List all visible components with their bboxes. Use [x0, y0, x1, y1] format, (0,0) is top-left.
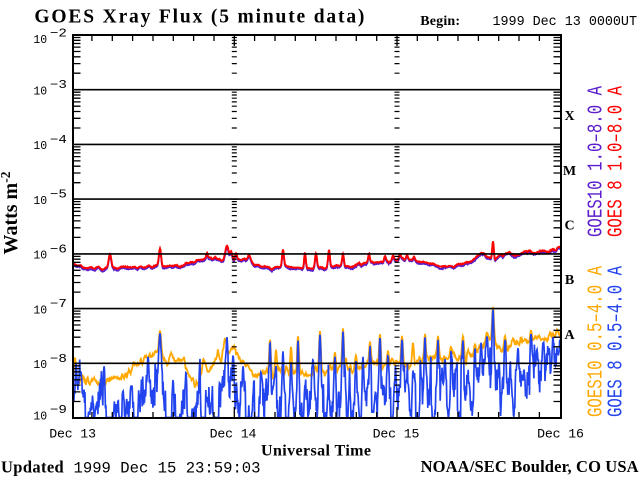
svg-text:10: 10	[33, 304, 47, 317]
svg-text:−5: −5	[50, 188, 67, 202]
svg-text:GOES 8 1.0–8.0 A: GOES 8 1.0–8.0 A	[604, 85, 629, 237]
svg-text:Dec 15: Dec 15	[373, 427, 420, 442]
svg-text:Watts m-2: Watts m-2	[0, 171, 22, 254]
svg-text:GOES10 0.5–4.0 A: GOES10 0.5–4.0 A	[583, 265, 608, 417]
svg-text:Dec 13: Dec 13	[49, 427, 96, 442]
svg-text:GOES 8 0.5–4.0 A: GOES 8 0.5–4.0 A	[604, 265, 629, 417]
svg-text:10: 10	[33, 250, 47, 263]
svg-text:−4: −4	[50, 133, 67, 147]
svg-text:10: 10	[33, 195, 47, 208]
svg-text:10: 10	[33, 140, 47, 153]
svg-text:−9: −9	[50, 403, 67, 417]
svg-text:NOAA/SEC Boulder, CO USA: NOAA/SEC Boulder, CO USA	[421, 457, 639, 476]
svg-text:10: 10	[33, 85, 47, 98]
svg-text:−3: −3	[50, 78, 67, 92]
svg-text:10: 10	[33, 34, 47, 47]
svg-text:GOES Xray Flux (5 minute data): GOES Xray Flux (5 minute data)	[34, 6, 364, 27]
svg-text:−7: −7	[50, 297, 67, 311]
svg-text:1999 Dec 13 0000UT: 1999 Dec 13 0000UT	[493, 15, 638, 30]
svg-text:X: X	[564, 109, 574, 124]
svg-text:Updated: Updated	[1, 457, 64, 476]
svg-text:Dec 14: Dec 14	[210, 427, 257, 442]
svg-text:−8: −8	[50, 352, 67, 366]
svg-text:−2: −2	[50, 27, 67, 41]
svg-text:Dec 16: Dec 16	[537, 427, 584, 442]
svg-text:−6: −6	[50, 242, 67, 256]
svg-text:10: 10	[33, 359, 47, 372]
svg-text:C: C	[564, 219, 574, 234]
svg-text:10: 10	[33, 410, 47, 423]
svg-text:Universal Time: Universal Time	[261, 443, 371, 460]
svg-text:Begin:: Begin:	[420, 14, 460, 29]
svg-text:B: B	[565, 273, 574, 288]
svg-text:M: M	[563, 164, 576, 179]
svg-text:A: A	[564, 328, 575, 343]
svg-text:GOES10 1.0–8.0 A: GOES10 1.0–8.0 A	[583, 85, 608, 237]
svg-text:1999 Dec 15 23:59:03: 1999 Dec 15 23:59:03	[74, 459, 261, 477]
